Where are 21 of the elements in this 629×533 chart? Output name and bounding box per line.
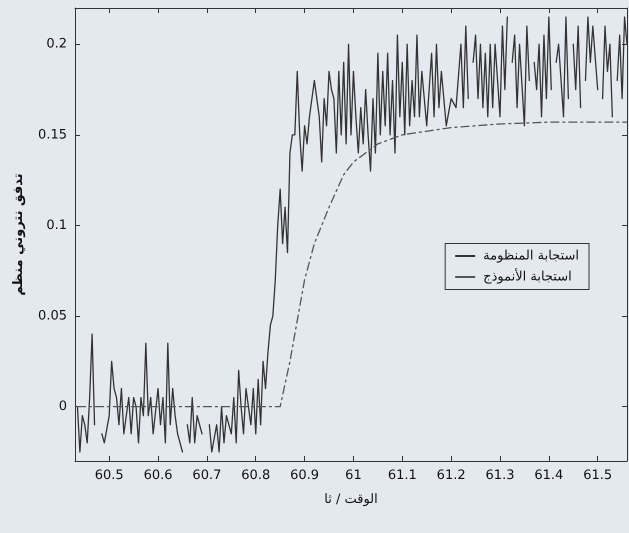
legend-label: استجابة الأنموذج [483, 268, 572, 284]
x-tick-label: 61.5 [583, 468, 612, 483]
x-tick-label: 60.9 [290, 468, 320, 483]
y-tick-label: 0.05 [38, 308, 67, 324]
x-tick-label: 60.8 [241, 468, 270, 483]
x-tick-label: 61.2 [436, 468, 466, 483]
x-tick-label: 60.6 [144, 468, 173, 483]
y-tick-label: 0.15 [38, 127, 67, 142]
y-tick-label: 0.1 [46, 218, 67, 233]
x-tick-label: 60.5 [94, 468, 124, 483]
x-tick-label: 61.3 [486, 468, 514, 483]
x-tick-label: 61 [345, 468, 362, 483]
line-series [76, 122, 628, 408]
y-tick-label: 0.2 [46, 36, 67, 52]
x-tick-label: 61.4 [534, 468, 564, 483]
x-axis-title: الوقت / ثا [324, 492, 378, 507]
y-tick-label: 0 [58, 399, 67, 414]
y-axis-title: تدفق نتروني منظم [11, 173, 26, 296]
legend-label: استجابة المنظومة [483, 248, 580, 264]
x-tick-label: 61.1 [388, 468, 417, 483]
x-tick-label: 60.7 [192, 468, 222, 483]
